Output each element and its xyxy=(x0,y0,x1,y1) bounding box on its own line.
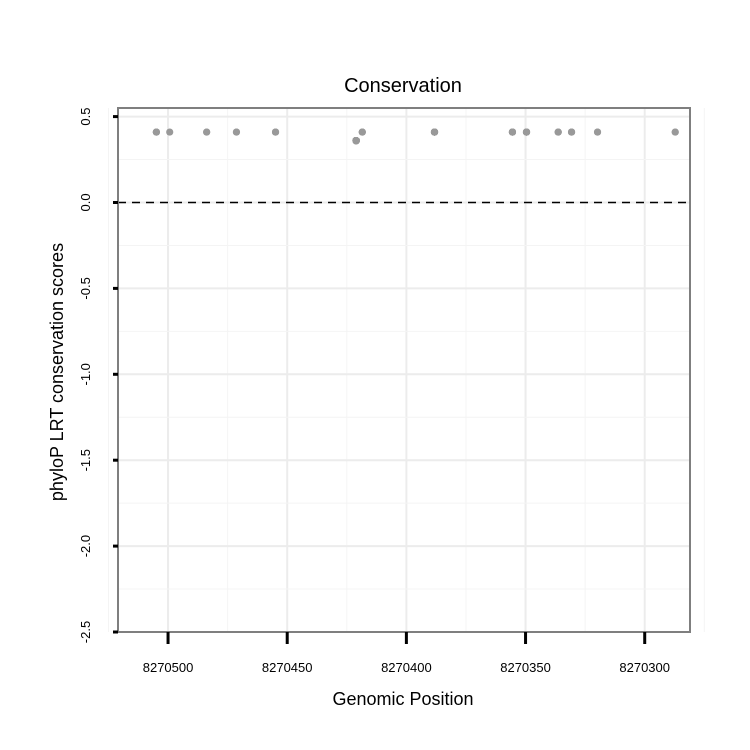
data-point xyxy=(522,128,531,136)
y-tick-label: 0.5 xyxy=(78,108,93,126)
x-tick-label: 8270450 xyxy=(262,660,313,675)
y-tick-label: -0.5 xyxy=(78,277,93,299)
data-point xyxy=(166,128,174,136)
data-point xyxy=(430,128,439,136)
data-point xyxy=(152,128,160,136)
plot-frame xyxy=(117,107,691,633)
data-point xyxy=(671,128,679,136)
data-point xyxy=(567,128,576,136)
data-point xyxy=(232,128,241,136)
plot-panel xyxy=(107,107,705,633)
y-tick-label: 0.0 xyxy=(78,193,93,211)
y-axis: 0.5 0.0 -0.5 -1.0 -1.5 -2.0 -2.5 xyxy=(78,108,118,643)
data-point xyxy=(593,128,602,136)
x-tick-label: 8270400 xyxy=(381,660,432,675)
x-axis: 8270500 8270450 8270400 8270350 8270300 xyxy=(143,632,670,675)
x-axis-title: Genomic Position xyxy=(332,689,473,709)
chart-title: Conservation xyxy=(344,75,462,97)
y-tick-label: -2.0 xyxy=(78,535,93,557)
data-point xyxy=(352,137,360,145)
plot-background xyxy=(118,108,690,632)
x-tick-label: 8270350 xyxy=(500,660,551,675)
data-point xyxy=(358,128,366,136)
data-point xyxy=(554,128,562,136)
data-point xyxy=(203,128,211,136)
y-tick-label: -1.0 xyxy=(78,363,93,385)
x-tick-label: 8270300 xyxy=(619,660,670,675)
data-point xyxy=(271,128,280,136)
y-axis-title: phyloP LRT conservation scores xyxy=(47,243,67,501)
y-tick-label: -1.5 xyxy=(78,449,93,471)
data-point xyxy=(508,128,517,136)
y-tick-label: -2.5 xyxy=(78,621,93,643)
x-tick-label: 8270500 xyxy=(143,660,194,675)
